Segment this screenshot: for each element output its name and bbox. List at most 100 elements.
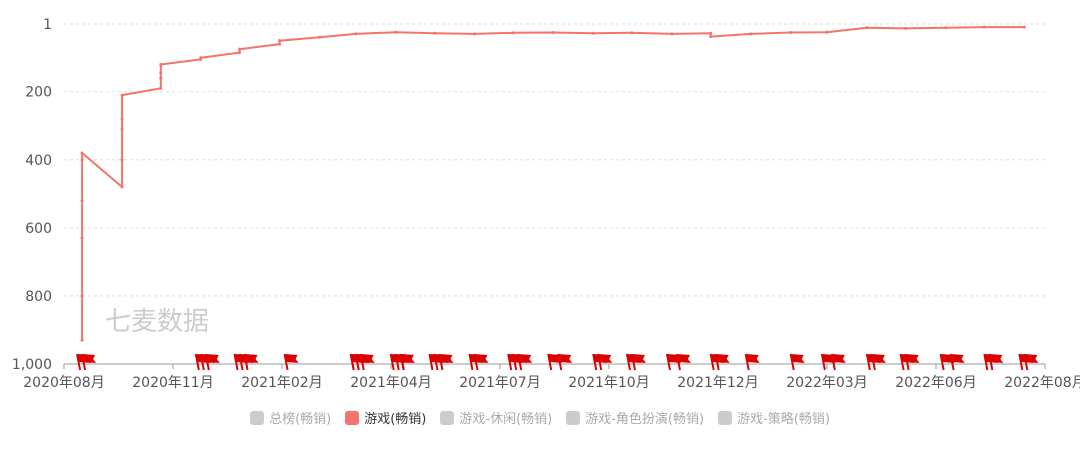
y-tick-label: 1: [43, 17, 52, 33]
data-point[interactable]: [749, 32, 753, 36]
series-line[interactable]: [81, 26, 1025, 341]
data-point[interactable]: [80, 338, 84, 342]
data-point[interactable]: [432, 31, 436, 35]
data-point[interactable]: [511, 31, 515, 35]
x-tick-label: 2021年04月: [350, 375, 431, 391]
event-marker-flag[interactable]: [473, 353, 489, 371]
data-point[interactable]: [159, 76, 163, 80]
data-point[interactable]: [630, 31, 634, 35]
data-point[interactable]: [278, 42, 282, 46]
data-point[interactable]: [591, 31, 595, 35]
data-point[interactable]: [120, 127, 124, 131]
event-marker-flag[interactable]: [988, 353, 1004, 371]
event-marker-flag[interactable]: [820, 353, 836, 371]
watermark-text: 七麦数据: [105, 307, 209, 337]
data-point[interactable]: [789, 31, 793, 35]
legend-item[interactable]: 总榜(畅销): [250, 408, 331, 427]
legend-item[interactable]: 游戏-角色扮演(畅销): [566, 408, 704, 427]
event-marker-flag[interactable]: [789, 353, 805, 371]
x-tick-label: 2021年02月: [241, 375, 322, 391]
y-axis: 1 200 400 600 800 1,000: [12, 17, 52, 373]
y-tick-label: 1,000: [12, 357, 52, 373]
event-marker-flag[interactable]: [904, 353, 920, 371]
data-point[interactable]: [1022, 25, 1026, 29]
line-chart: 1 200 400 600 800 1,000 2020年08月 2020年11月 2021年…: [12, 17, 1080, 391]
data-point[interactable]: [825, 30, 829, 34]
data-point[interactable]: [865, 26, 869, 30]
data-point[interactable]: [159, 71, 163, 75]
x-tick-label: 2022年06月: [895, 375, 976, 391]
event-marker-flag[interactable]: [238, 353, 254, 371]
series-layer[interactable]: [80, 25, 1026, 342]
event-marker-flag[interactable]: [744, 353, 760, 371]
data-point[interactable]: [80, 199, 84, 203]
data-point[interactable]: [709, 31, 713, 35]
data-point[interactable]: [982, 25, 986, 29]
event-marker-flag[interactable]: [283, 353, 299, 371]
event-marker-flag[interactable]: [665, 353, 681, 371]
data-point[interactable]: [472, 32, 476, 36]
legend-swatch: [345, 410, 360, 425]
data-point[interactable]: [944, 26, 948, 30]
legend-swatch: [718, 410, 733, 425]
data-point[interactable]: [394, 30, 398, 34]
data-point[interactable]: [278, 39, 282, 43]
data-point[interactable]: [904, 26, 908, 30]
data-point[interactable]: [318, 35, 322, 39]
data-point[interactable]: [238, 51, 242, 55]
event-marker-flag[interactable]: [714, 353, 730, 371]
event-marker-flag[interactable]: [399, 353, 415, 371]
x-tick-label: 2021年12月: [677, 375, 758, 391]
event-marker-flag[interactable]: [547, 353, 563, 371]
grid-lines: [64, 23, 1045, 365]
data-point[interactable]: [120, 185, 124, 189]
legend-label: 游戏(畅销): [364, 412, 427, 427]
data-point[interactable]: [120, 117, 124, 121]
data-point[interactable]: [80, 151, 84, 155]
event-marker-flag[interactable]: [597, 353, 613, 371]
data-point[interactable]: [709, 35, 713, 39]
data-point[interactable]: [80, 158, 84, 162]
data-point[interactable]: [238, 47, 242, 51]
legend-label: 游戏-策略(畅销): [737, 412, 830, 427]
x-tick-label: 2020年08月: [23, 375, 104, 391]
x-tick-label: 2021年10月: [568, 375, 649, 391]
x-axis: 2020年08月 2020年11月 2021年02月 2021年04月 2021年07月…: [23, 364, 1080, 391]
legend-label: 总榜(畅销): [269, 412, 332, 427]
data-point[interactable]: [199, 56, 203, 60]
x-tick-label: 2020年11月: [132, 375, 213, 391]
x-tick-label: 2022年03月: [786, 375, 867, 391]
legend-swatch: [440, 410, 455, 425]
data-point[interactable]: [159, 63, 163, 67]
data-point[interactable]: [120, 158, 124, 162]
legend-swatch: [250, 410, 265, 425]
chart-legend: 总榜(畅销) 游戏(畅销) 游戏-休闲(畅销) 游戏-角色扮演(畅销) 游戏-策略(畅销…: [0, 408, 1080, 427]
event-marker-flag[interactable]: [1023, 353, 1039, 371]
event-marker-flag[interactable]: [354, 353, 370, 371]
event-markers[interactable]: [76, 353, 1039, 371]
data-point[interactable]: [551, 31, 555, 35]
data-point[interactable]: [80, 236, 84, 240]
x-tick-label: 2021年07月: [459, 375, 540, 391]
data-point[interactable]: [120, 93, 124, 97]
event-marker-flag[interactable]: [512, 353, 528, 371]
event-marker-flag[interactable]: [630, 353, 646, 371]
y-tick-label: 200: [25, 85, 52, 101]
legend-item[interactable]: 游戏(畅销): [345, 408, 426, 427]
event-marker-flag[interactable]: [199, 353, 215, 371]
data-point[interactable]: [670, 32, 674, 36]
y-tick-label: 400: [25, 153, 52, 169]
legend-item[interactable]: 游戏-休闲(畅销): [440, 408, 552, 427]
data-point[interactable]: [80, 294, 84, 298]
legend-label: 游戏-角色扮演(畅销): [585, 412, 705, 427]
legend-item[interactable]: 游戏-策略(畅销): [718, 408, 830, 427]
event-marker-flag[interactable]: [870, 353, 886, 371]
event-marker-flag[interactable]: [939, 353, 955, 371]
y-tick-label: 600: [25, 221, 52, 237]
legend-label: 游戏-休闲(畅销): [459, 412, 553, 427]
legend-swatch: [566, 410, 581, 425]
event-marker-flag[interactable]: [438, 353, 454, 371]
data-point[interactable]: [354, 32, 358, 36]
event-marker-flag[interactable]: [81, 353, 97, 371]
data-point[interactable]: [159, 86, 163, 90]
